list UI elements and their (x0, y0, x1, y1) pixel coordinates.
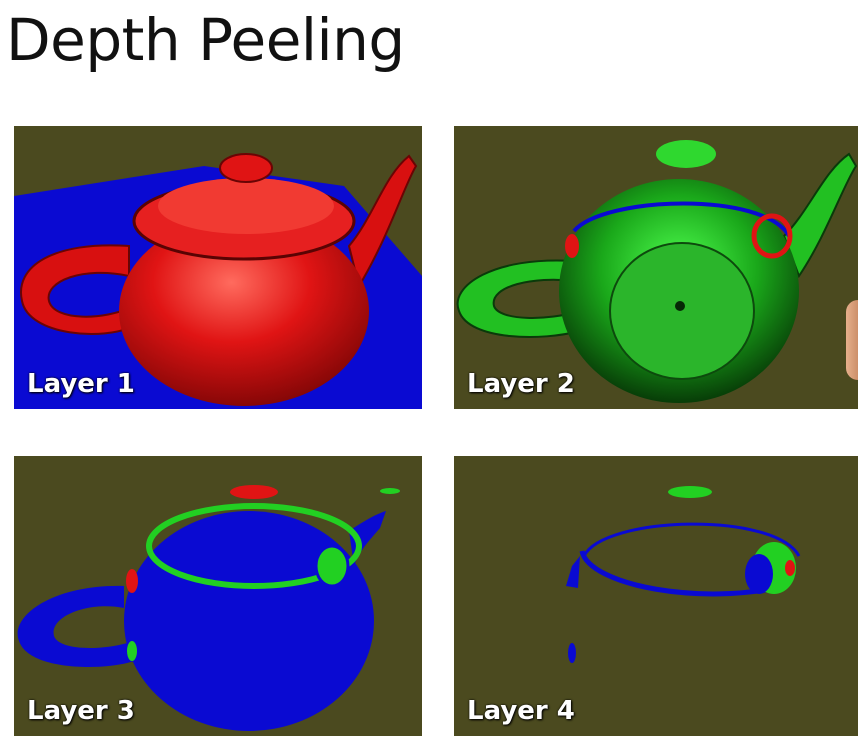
teapot-knob (656, 140, 716, 168)
spout-ring (314, 544, 350, 588)
teapot-spout (347, 154, 418, 289)
layer-2-label: Layer 2 (467, 369, 575, 399)
red-accent-left (126, 569, 138, 593)
center-hole (675, 301, 685, 311)
layer-1-label: Layer 1 (27, 369, 135, 399)
layer-1-teapot-render (14, 153, 422, 409)
layer-4-label: Layer 4 (467, 696, 575, 726)
green-knob (668, 486, 712, 498)
green-rim (146, 503, 362, 589)
rim-edge (572, 201, 791, 238)
teapot-handle (17, 585, 134, 667)
teapot-lid (158, 178, 334, 234)
teapot-spout (782, 152, 858, 279)
red-accent-right (751, 213, 793, 259)
green-accent-top (380, 488, 400, 494)
blue-spout-core (745, 554, 773, 594)
red-accent-left (565, 234, 579, 258)
layer-3-panel: Layer 3 (14, 456, 422, 736)
slide-title: Depth Peeling (6, 6, 405, 74)
teapot-body (119, 216, 369, 406)
layer-4-teapot-render (566, 486, 801, 663)
green-accent-left (127, 641, 137, 661)
inner-bottom (609, 242, 755, 380)
blue-rim-upper (582, 522, 801, 557)
presenter-hand (846, 300, 858, 380)
layer-1-panel: Layer 1 (14, 126, 422, 409)
red-accent-right (785, 560, 795, 576)
layer-2-teapot-render (456, 140, 858, 403)
layer-3-teapot-render (17, 485, 400, 731)
teapot-knob (219, 153, 273, 183)
red-knob (230, 485, 278, 499)
teapot-body (124, 511, 374, 731)
layer-3-label: Layer 3 (27, 696, 135, 726)
blue-fragment-low (568, 643, 576, 663)
blue-fragment-left (566, 556, 580, 588)
layer-2-panel: Layer 2 (454, 126, 858, 409)
layer-4-panel: Layer 4 (454, 456, 858, 736)
